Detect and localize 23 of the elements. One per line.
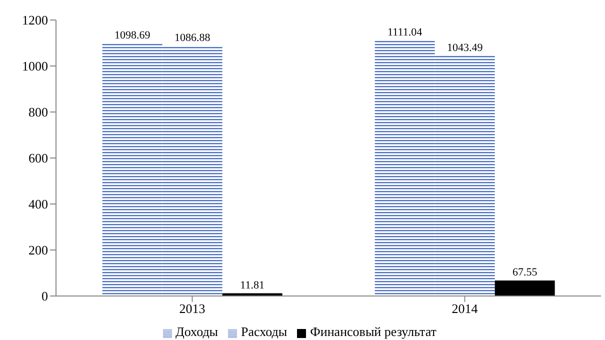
bar [162,46,222,296]
data-label: 67.55 [512,266,538,278]
data-label: 1111.04 [388,26,423,38]
y-tick-label: 1000 [22,58,48,74]
x-tick-label: 2013 [179,301,206,316]
y-tick-label: 1200 [22,12,48,28]
bar [374,40,435,296]
y-tick-label: 200 [28,242,48,258]
legend-label: Финансовый результат [310,324,436,339]
y-tick-label: 600 [28,150,48,166]
data-label: 1086.88 [174,32,211,44]
legend-label: Расходы [241,324,288,339]
data-label: 1098.69 [114,29,151,42]
bar [102,43,162,296]
data-label: 11.81 [240,279,264,292]
y-tick-label: 400 [28,196,48,212]
bar [434,56,495,296]
bar [494,280,555,296]
y-tick-label: 800 [28,104,48,120]
y-tick-label: 0 [42,288,48,304]
x-tick-label: 2014 [452,301,478,316]
legend-label: Доходы [176,324,218,339]
data-label: 1043.49 [446,42,484,54]
